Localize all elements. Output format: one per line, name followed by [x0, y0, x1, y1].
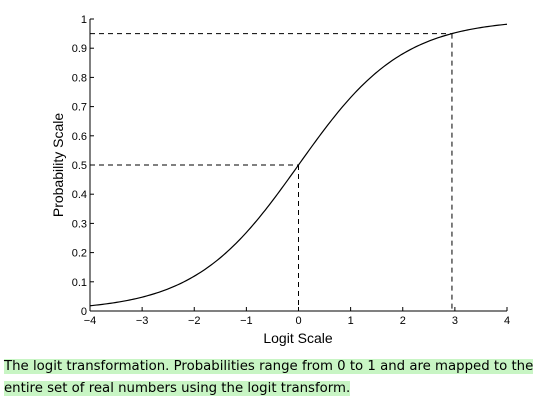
y-tick-label: 0.8	[72, 72, 87, 84]
x-tick-label: 2	[400, 315, 406, 327]
logistic-curve	[89, 23, 508, 307]
x-axis-label: Logit Scale	[263, 330, 332, 346]
y-axis-ticks: 0 0.1 0.2 0.3 0.4 0.5 0.6 0.7 0.8 0.9 1	[72, 14, 94, 318]
y-axis-label: Probability Scale	[50, 113, 66, 217]
x-tick-label: 0	[295, 315, 301, 327]
x-tick-label: 3	[452, 315, 458, 327]
caption-line-1: The logit transformation. Probabilities …	[4, 359, 534, 374]
y-tick-label: 0	[81, 306, 87, 318]
y-tick-label: 0.7	[72, 102, 87, 114]
logit-chart: −4 −3 −2 −1 0 1 2 3 4 00.10.20.30.40.50.60.70.80…	[50, 14, 510, 346]
y-tick-label: 0.3	[72, 218, 87, 230]
y-tick-label: 0.4	[72, 189, 87, 201]
x-tick-label: −2	[188, 315, 201, 327]
x-tick-label: −4	[84, 315, 97, 327]
y-tick-label: 1	[81, 14, 87, 26]
x-tick-label: −1	[240, 315, 253, 327]
x-tick-label: 4	[504, 315, 510, 327]
x-axis-ticks: −4 −3 −2 −1 0 1 2 3 4	[84, 307, 510, 327]
x-tick-label: 1	[348, 315, 354, 327]
figure-caption: The logit transformation. Probabilities …	[4, 356, 534, 400]
y-tick-label: 0.1	[72, 277, 87, 289]
caption-line-2: entire set of real numbers using the log…	[4, 381, 351, 396]
y-tick-label: 0.2	[72, 248, 87, 260]
curve-layer	[89, 23, 508, 307]
x-tick-label: −3	[136, 315, 149, 327]
y-tick-label: 0.5	[72, 160, 87, 172]
y-tick-label: 0.9	[72, 43, 87, 55]
reference-lines	[90, 33, 453, 311]
y-tick-label: 0.6	[72, 131, 87, 143]
